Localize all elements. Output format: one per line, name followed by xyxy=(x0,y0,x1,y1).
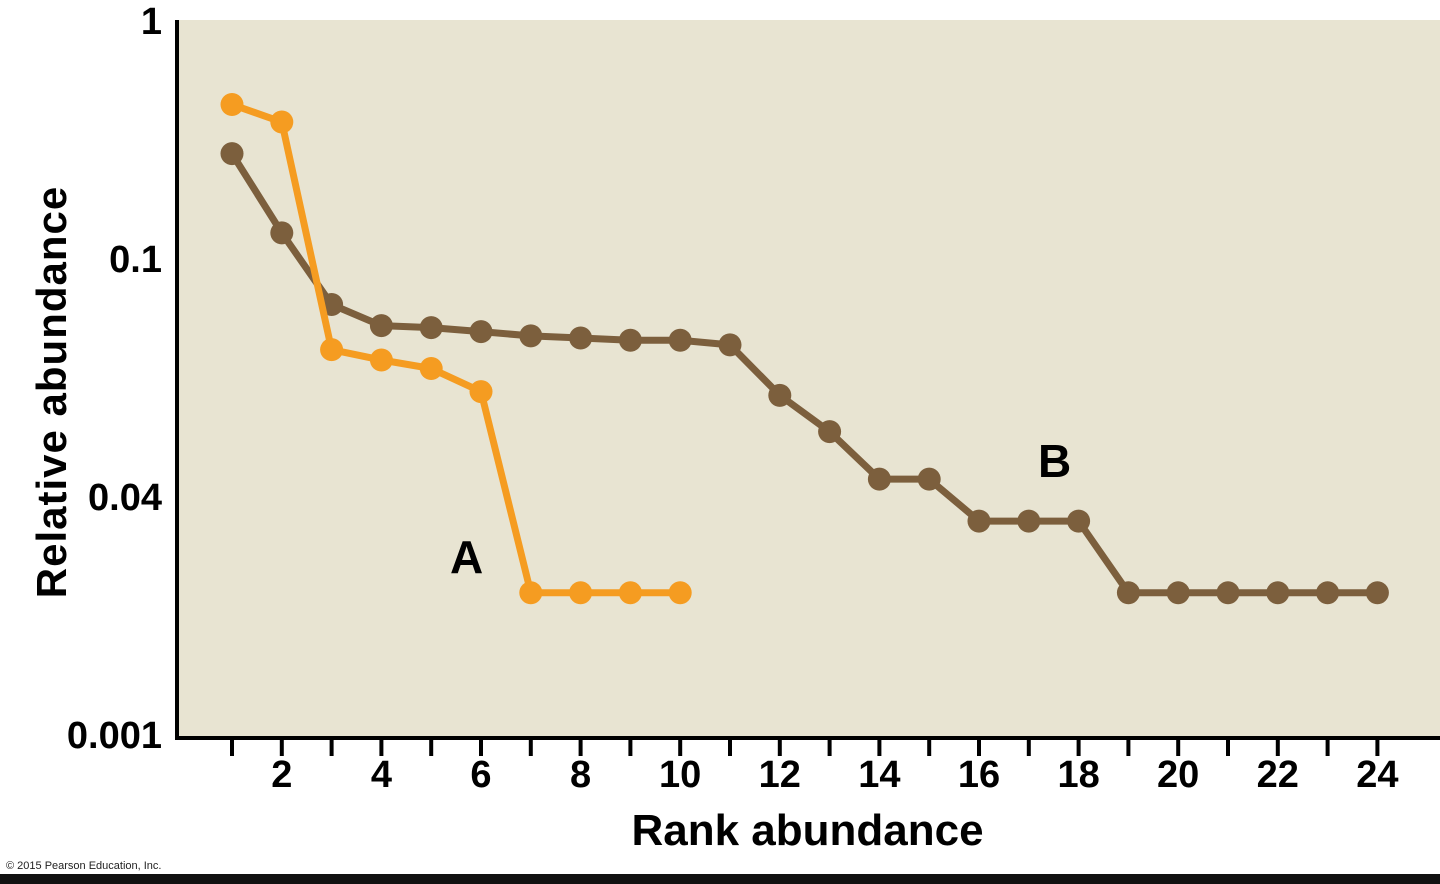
x-tick-label: 20 xyxy=(1157,754,1200,796)
bottom-bar xyxy=(0,874,1440,884)
series-b-label: B xyxy=(1038,435,1072,487)
x-tick-label: 4 xyxy=(370,754,392,796)
x-tick-label: 10 xyxy=(659,754,702,796)
y-tick-label: 1 xyxy=(140,1,162,43)
x-tick-label: 8 xyxy=(570,754,592,796)
x-tick-label: 24 xyxy=(1356,754,1399,796)
x-tick-label: 18 xyxy=(1057,754,1100,796)
copyright-notice: © 2015 Pearson Education, Inc. xyxy=(6,860,162,872)
x-tick-label: 14 xyxy=(858,754,901,796)
x-tick-label: 2 xyxy=(271,754,293,796)
plot-area xyxy=(175,20,1440,740)
x-tick-label: 12 xyxy=(758,754,801,796)
y-tick-label: 0.1 xyxy=(109,239,162,281)
x-axis-title: Rank abundance xyxy=(631,806,984,855)
x-tick-label: 6 xyxy=(470,754,492,796)
x-tick-label: 22 xyxy=(1256,754,1299,796)
y-tick-label: 0.001 xyxy=(66,715,162,757)
series-a-label: A xyxy=(450,531,484,583)
x-tick-label: 16 xyxy=(957,754,1001,796)
y-tick-label: 0.04 xyxy=(88,477,162,519)
